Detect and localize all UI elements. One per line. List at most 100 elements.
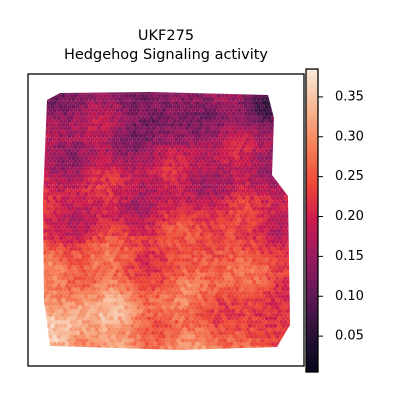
spot — [165, 334, 171, 340]
spot — [216, 151, 221, 157]
spot — [165, 254, 171, 259]
spot — [134, 272, 139, 278]
spot — [220, 327, 225, 332]
spot — [241, 100, 246, 106]
spot — [226, 192, 232, 197]
spot — [207, 217, 213, 223]
spot — [170, 246, 175, 252]
spot — [199, 203, 204, 208]
spot — [142, 97, 148, 102]
spot — [73, 115, 78, 120]
spot — [159, 213, 165, 219]
spot — [188, 265, 194, 270]
spot — [251, 192, 257, 197]
spot — [184, 213, 190, 219]
spot — [50, 111, 55, 117]
spot — [241, 246, 246, 252]
spot — [132, 217, 137, 223]
spot — [46, 308, 51, 314]
spot — [94, 144, 99, 150]
spot — [174, 137, 179, 142]
spot — [153, 203, 158, 208]
spot — [151, 162, 156, 168]
spot — [109, 111, 114, 117]
spot — [180, 118, 186, 124]
spot — [220, 129, 225, 135]
spot — [94, 254, 99, 259]
spot — [176, 235, 181, 241]
spot — [245, 298, 251, 303]
spot — [102, 254, 108, 259]
spot — [256, 97, 261, 102]
spot — [155, 111, 160, 117]
spot — [50, 279, 55, 285]
spot — [52, 115, 57, 120]
spot — [172, 118, 177, 124]
spot — [111, 232, 116, 237]
spot — [117, 126, 123, 131]
spot — [96, 199, 102, 204]
spot — [216, 115, 221, 120]
spot — [226, 235, 232, 241]
spot — [230, 316, 236, 321]
spot — [283, 239, 289, 245]
spot — [197, 235, 202, 241]
spot — [193, 118, 198, 124]
spot — [144, 298, 150, 303]
spot — [136, 93, 141, 98]
spot — [214, 279, 219, 285]
spot — [270, 203, 276, 208]
spot — [144, 173, 150, 179]
spot — [201, 301, 207, 307]
spot — [224, 159, 230, 164]
spot — [235, 308, 240, 314]
spot — [69, 341, 74, 347]
spot — [140, 246, 146, 252]
spot — [239, 235, 244, 241]
spot — [130, 272, 135, 278]
spot — [266, 217, 272, 223]
spot — [235, 228, 240, 234]
spot — [214, 294, 219, 299]
spot — [109, 92, 114, 95]
spot — [136, 195, 141, 201]
spot — [153, 181, 158, 186]
spot — [113, 155, 118, 161]
spot — [188, 126, 194, 131]
spot — [69, 327, 74, 332]
spot — [235, 177, 240, 182]
spot — [88, 213, 93, 219]
spot — [163, 177, 169, 182]
spot — [117, 155, 123, 161]
spot — [142, 228, 148, 234]
spot — [136, 290, 141, 296]
spot — [88, 133, 93, 139]
spot — [115, 210, 120, 215]
spot — [159, 206, 165, 212]
spot — [205, 294, 211, 299]
spot — [253, 327, 259, 332]
spot — [256, 301, 261, 307]
spot — [115, 341, 120, 347]
spot — [83, 301, 89, 307]
spot — [268, 133, 274, 139]
spot — [212, 188, 217, 193]
spot — [266, 334, 272, 340]
spot — [65, 254, 70, 259]
spot — [239, 330, 244, 336]
spot — [272, 213, 278, 219]
spot — [182, 224, 188, 230]
spot — [153, 319, 158, 325]
spot — [220, 181, 225, 186]
spot — [188, 192, 194, 197]
spot — [251, 279, 257, 285]
spot — [241, 129, 246, 135]
spot — [228, 246, 234, 252]
spot — [149, 93, 154, 98]
spot — [159, 287, 165, 292]
spot — [109, 170, 114, 175]
spot — [256, 338, 261, 343]
spot — [90, 290, 95, 296]
spot — [197, 111, 202, 117]
spot — [44, 283, 49, 289]
